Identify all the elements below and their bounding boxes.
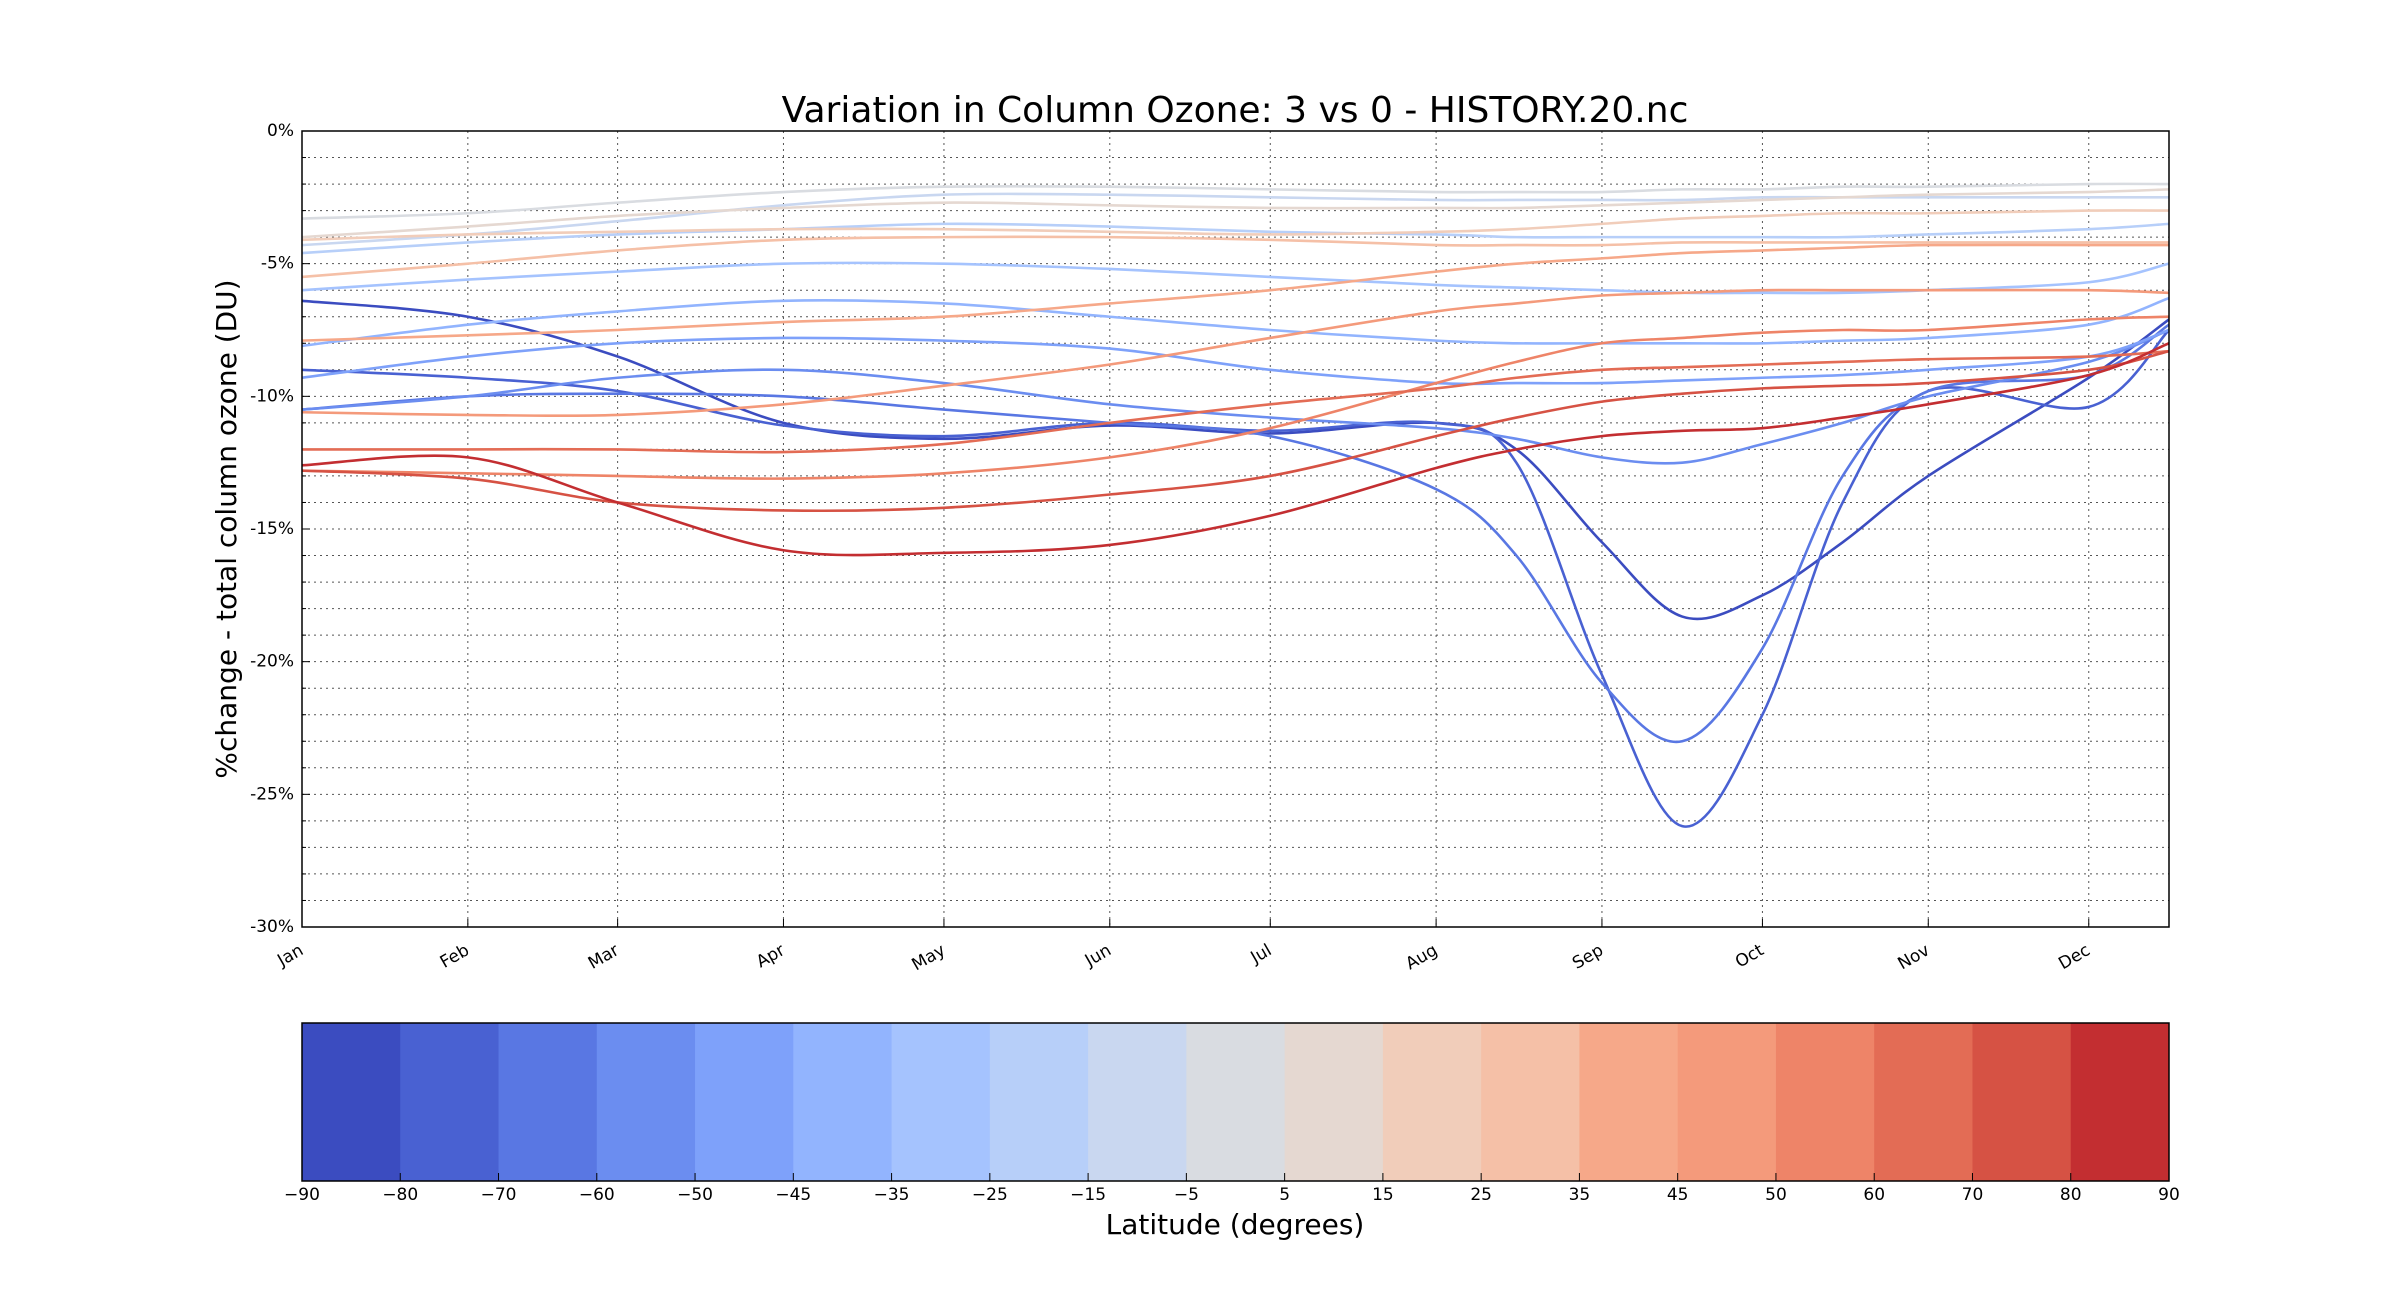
series-line (301, 315, 2170, 480)
colorbar-tick-label: −45 (775, 1185, 811, 1205)
colorbar-label: Latitude (degrees) (1106, 1208, 1365, 1241)
colorbar-bin (891, 1023, 991, 1181)
colorbar-tick-label: 50 (1765, 1185, 1787, 1205)
colorbar-bin (989, 1023, 1089, 1181)
colorbar-bin (498, 1023, 598, 1181)
y-axis-label: %change - total column ozone (DU) (210, 279, 243, 778)
y-tick-label: -20% (250, 652, 294, 672)
x-tick-label: Oct (1732, 940, 1768, 972)
series-line (301, 288, 2170, 418)
series-line (301, 209, 2170, 242)
series-line (301, 243, 2170, 342)
colorbar-tick-label: −80 (382, 1185, 418, 1205)
colorbar-bin (1972, 1023, 2072, 1181)
plot-frame (301, 130, 2170, 928)
colorbar-tick-label: −15 (1070, 1185, 1106, 1205)
x-tick-label: May (909, 940, 949, 975)
colorbar-bin (400, 1023, 500, 1181)
series-line (301, 235, 2169, 279)
colorbar-bin (1481, 1023, 1580, 1181)
series-line (301, 323, 2170, 744)
x-tick-label: Dec (2055, 940, 2093, 974)
series-line (301, 342, 2170, 557)
colorbar-bin (695, 1023, 794, 1181)
chart-title: Variation in Column Ozone: 3 vs 0 - HIST… (782, 90, 1689, 131)
x-tick-label: Jul (1247, 940, 1276, 968)
x-tick-label: Apr (753, 940, 788, 972)
colorbar-bin (1088, 1023, 1187, 1181)
y-tick-label: 0% (267, 121, 294, 141)
x-tick-label: Nov (1895, 940, 1934, 974)
colorbar-bin (2070, 1023, 2170, 1181)
colorbar-frame (301, 1022, 2170, 1182)
y-tick-label: -30% (250, 917, 294, 937)
colorbar-tick-label: 35 (1569, 1185, 1591, 1205)
series-line (301, 329, 2170, 828)
x-tick-label: Mar (585, 940, 623, 973)
colorbar-tick-label: −60 (579, 1185, 615, 1205)
colorbar-tick-label: −90 (284, 1185, 320, 1205)
colorbar-bin (1677, 1023, 1777, 1181)
series-line (302, 349, 2170, 454)
series-line (301, 188, 2170, 239)
y-tick-label: -15% (250, 519, 294, 539)
y-tick-label: -10% (250, 386, 294, 406)
series-line (301, 328, 2170, 465)
colorbar-bin (1579, 1023, 1679, 1181)
series-line (301, 182, 2170, 220)
colorbar-tick-label: −5 (1174, 1185, 1199, 1205)
colorbar-bin (1284, 1023, 1384, 1181)
colorbar-bin (1186, 1023, 1286, 1181)
colorbar-tick-label: 15 (1372, 1185, 1394, 1205)
colorbar-tick-label: −70 (481, 1185, 517, 1205)
colorbar-bin (793, 1023, 893, 1181)
colorbar-tick-label: 80 (2060, 1185, 2082, 1205)
x-tick-label: Sep (1569, 940, 1607, 973)
x-tick-label: Aug (1402, 940, 1441, 974)
colorbar-tick-label: −35 (874, 1185, 910, 1205)
colorbar-tick-label: 90 (2158, 1185, 2180, 1205)
colorbar-bin (302, 1023, 401, 1181)
series-line (301, 349, 2170, 513)
colorbar-bin (1775, 1023, 1875, 1181)
y-tick-label: -25% (250, 784, 294, 804)
colorbar-tick-label: 60 (1863, 1185, 1885, 1205)
colorbar-tick-label: 70 (1962, 1185, 1984, 1205)
series-line (301, 299, 2170, 621)
series-line (301, 261, 2170, 295)
colorbar-tick-label: 5 (1279, 1185, 1290, 1205)
colorbar-tick-label: −50 (677, 1185, 713, 1205)
x-tick-label: Feb (437, 940, 473, 972)
x-tick-label: Jun (1081, 940, 1115, 971)
x-tick-label: Jan (273, 940, 307, 971)
series-line (301, 296, 2170, 348)
series-line (301, 328, 2170, 386)
colorbar-tick-label: 25 (1470, 1185, 1492, 1205)
colorbar-bin (1874, 1023, 1973, 1181)
colorbar-bin (1382, 1023, 1482, 1181)
colorbar-tick-label: 45 (1667, 1185, 1689, 1205)
colorbar-bin (596, 1023, 696, 1181)
y-tick-label: -5% (261, 254, 294, 274)
colorbar-tick-label: −25 (972, 1185, 1008, 1205)
